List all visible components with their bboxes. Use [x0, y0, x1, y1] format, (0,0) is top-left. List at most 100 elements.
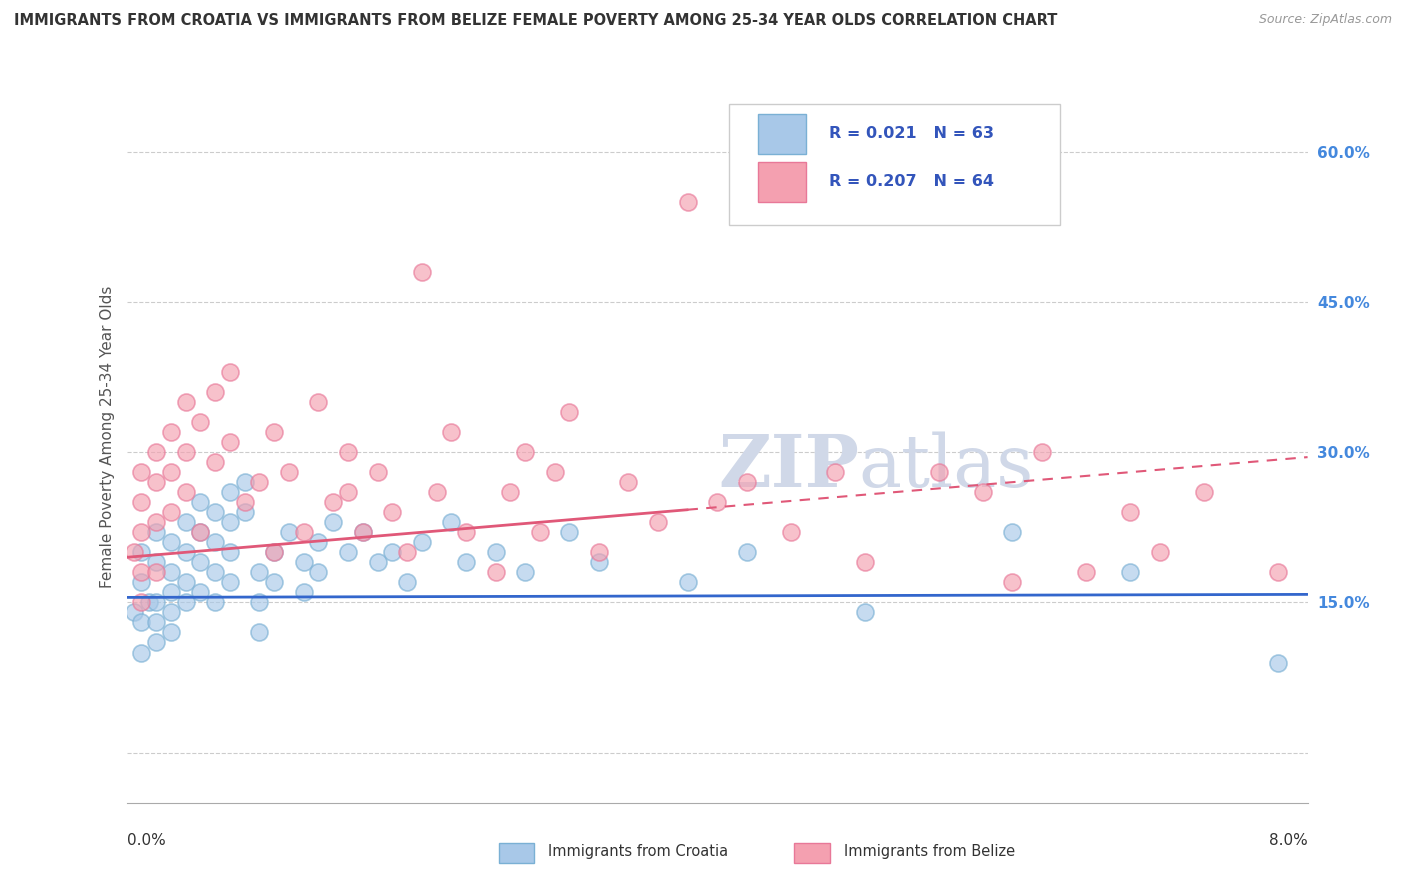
- Point: [588, 555, 610, 569]
- Text: Immigrants from Belize: Immigrants from Belize: [844, 845, 1015, 859]
- Point: [204, 384, 226, 399]
- Point: [307, 395, 329, 409]
- Point: [972, 485, 994, 500]
- Point: [676, 575, 699, 590]
- Point: [278, 525, 301, 540]
- Point: [499, 485, 522, 500]
- Point: [263, 575, 285, 590]
- Point: [1192, 485, 1215, 500]
- Point: [337, 445, 360, 459]
- Point: [307, 535, 329, 549]
- Point: [278, 465, 301, 479]
- Point: [292, 525, 315, 540]
- Point: [411, 265, 433, 279]
- Point: [381, 545, 404, 559]
- Point: [145, 445, 167, 459]
- Point: [204, 595, 226, 609]
- Point: [1119, 566, 1142, 580]
- Point: [396, 575, 419, 590]
- Point: [188, 525, 211, 540]
- Text: atlas: atlas: [859, 431, 1035, 501]
- Point: [247, 475, 270, 490]
- Point: [233, 505, 256, 519]
- Text: 8.0%: 8.0%: [1268, 833, 1308, 848]
- Point: [292, 585, 315, 599]
- Point: [145, 635, 167, 649]
- Point: [440, 515, 463, 529]
- Point: [1031, 445, 1053, 459]
- Point: [145, 595, 167, 609]
- Point: [129, 525, 153, 540]
- Point: [160, 606, 183, 620]
- Point: [558, 525, 581, 540]
- Point: [160, 585, 183, 599]
- Point: [529, 525, 551, 540]
- Point: [233, 495, 256, 509]
- Point: [454, 525, 477, 540]
- Point: [174, 575, 197, 590]
- Point: [440, 425, 463, 439]
- Point: [188, 555, 211, 569]
- Point: [824, 465, 846, 479]
- Point: [484, 566, 508, 580]
- Point: [543, 465, 565, 479]
- Point: [779, 525, 801, 540]
- Point: [558, 405, 581, 419]
- Point: [263, 545, 285, 559]
- Point: [188, 495, 211, 509]
- Point: [145, 555, 167, 569]
- Point: [188, 415, 211, 429]
- Point: [292, 555, 315, 569]
- Point: [588, 545, 610, 559]
- Text: IMMIGRANTS FROM CROATIA VS IMMIGRANTS FROM BELIZE FEMALE POVERTY AMONG 25-34 YEA: IMMIGRANTS FROM CROATIA VS IMMIGRANTS FR…: [14, 13, 1057, 29]
- Point: [138, 595, 160, 609]
- Point: [425, 485, 447, 500]
- Point: [263, 425, 285, 439]
- Point: [145, 566, 167, 580]
- Point: [366, 555, 388, 569]
- Point: [219, 545, 242, 559]
- Point: [188, 585, 211, 599]
- Point: [247, 625, 270, 640]
- Point: [352, 525, 374, 540]
- Point: [307, 566, 329, 580]
- Point: [160, 625, 183, 640]
- Point: [515, 566, 537, 580]
- Point: [160, 535, 183, 549]
- Point: [322, 515, 344, 529]
- Point: [145, 515, 167, 529]
- Point: [515, 445, 537, 459]
- Point: [1267, 656, 1289, 670]
- Point: [366, 465, 388, 479]
- Point: [381, 505, 404, 519]
- Point: [129, 465, 153, 479]
- Point: [1001, 525, 1024, 540]
- Point: [928, 465, 950, 479]
- Point: [160, 505, 183, 519]
- Text: 0.0%: 0.0%: [127, 833, 166, 848]
- Point: [1149, 545, 1171, 559]
- Point: [188, 525, 211, 540]
- Point: [174, 515, 197, 529]
- Point: [1119, 505, 1142, 519]
- Point: [145, 615, 167, 630]
- Point: [1076, 566, 1098, 580]
- Point: [219, 435, 242, 450]
- Text: Source: ZipAtlas.com: Source: ZipAtlas.com: [1258, 13, 1392, 27]
- Point: [1001, 575, 1024, 590]
- Point: [204, 566, 226, 580]
- Point: [174, 485, 197, 500]
- Point: [735, 545, 758, 559]
- Point: [219, 485, 242, 500]
- Point: [735, 475, 758, 490]
- Point: [706, 495, 728, 509]
- Point: [853, 606, 876, 620]
- Point: [174, 395, 197, 409]
- Text: ZIP: ZIP: [718, 431, 859, 502]
- Point: [174, 445, 197, 459]
- Point: [676, 194, 699, 209]
- Point: [145, 475, 167, 490]
- Point: [337, 485, 360, 500]
- Point: [204, 455, 226, 469]
- Point: [122, 606, 145, 620]
